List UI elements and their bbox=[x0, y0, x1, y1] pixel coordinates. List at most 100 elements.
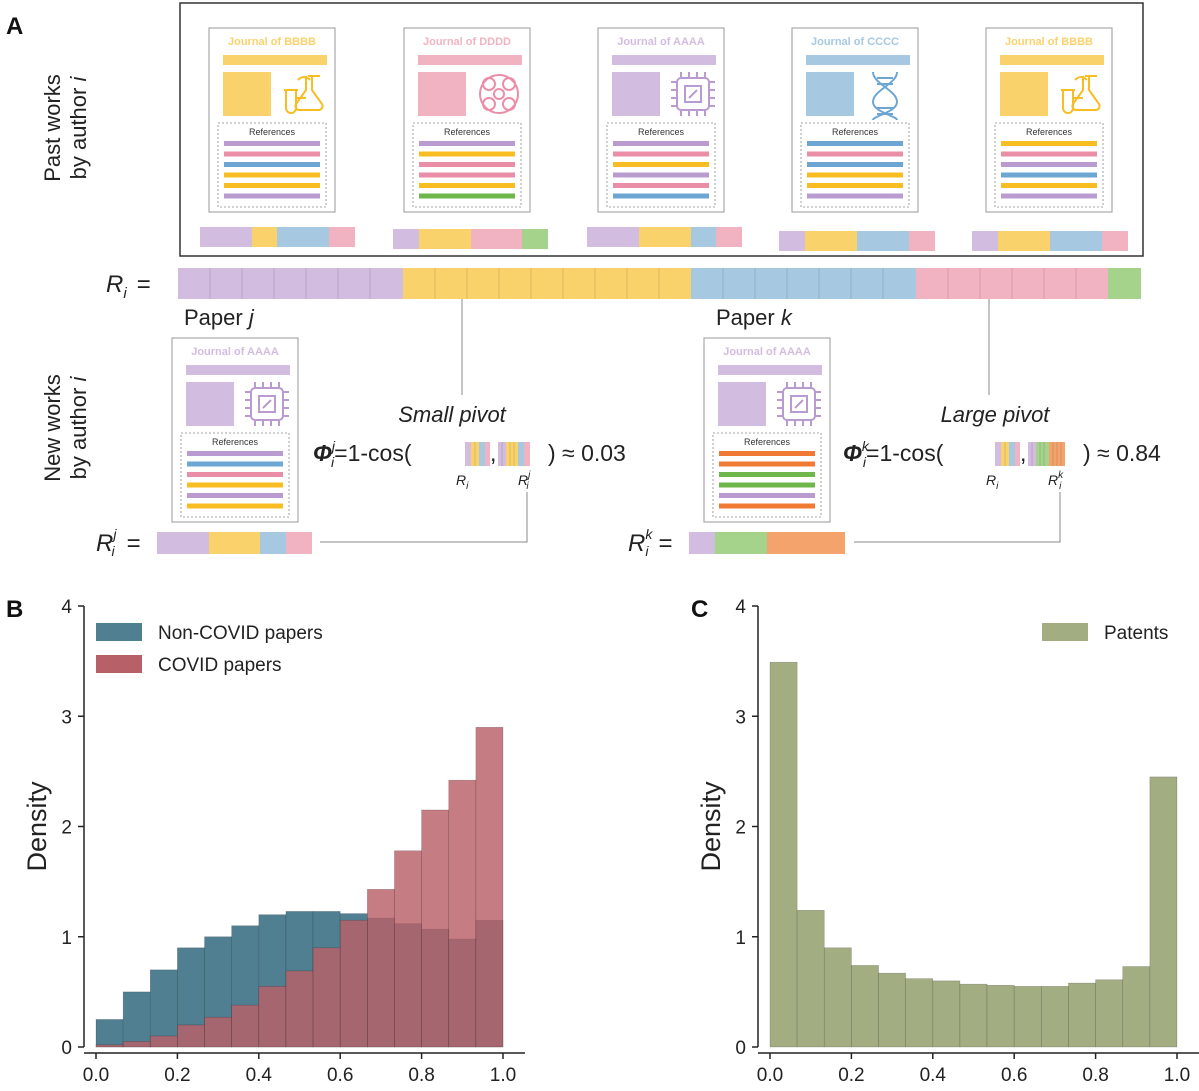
small-pivot-label: Small pivot bbox=[398, 402, 506, 427]
reference-line bbox=[1001, 193, 1097, 199]
journal-card: Journal of BBBB References bbox=[985, 27, 1113, 213]
title-bar bbox=[418, 55, 522, 65]
histogram-bar bbox=[122, 1041, 151, 1048]
panel-a-diagram: A Past works by author i Journal of BBBB… bbox=[6, 2, 1161, 559]
histogram-bar bbox=[339, 919, 368, 1048]
legend-label: COVID papers bbox=[158, 655, 282, 676]
svg-text:,: , bbox=[1020, 440, 1026, 466]
references-box bbox=[712, 432, 822, 518]
mini-vector bbox=[1028, 442, 1036, 466]
histogram-bar bbox=[878, 972, 906, 1048]
svg-text:New works: New works bbox=[40, 374, 65, 482]
rik-reference-bar bbox=[689, 532, 845, 554]
rik-segment bbox=[715, 532, 767, 554]
figure-block bbox=[418, 72, 466, 116]
reference-line bbox=[419, 141, 515, 146]
past-paper-reference-bar bbox=[716, 227, 742, 247]
legend-swatch bbox=[1042, 623, 1088, 641]
svg-text:by author i: by author i bbox=[66, 76, 91, 180]
ri-segment bbox=[1108, 268, 1141, 299]
mini-vector bbox=[1015, 442, 1020, 466]
histogram-bar bbox=[1122, 966, 1151, 1048]
mini-vector bbox=[1009, 442, 1015, 466]
reference-line bbox=[187, 503, 283, 509]
journal-card: Journal of AAAA References bbox=[703, 337, 831, 523]
journal-card: Journal of BBBB References bbox=[208, 27, 336, 213]
reference-line bbox=[807, 172, 903, 178]
x-tick-label: 0.4 bbox=[920, 1065, 947, 1086]
y-tick-label: 3 bbox=[735, 707, 746, 728]
chip-icon bbox=[245, 382, 289, 426]
reference-line bbox=[224, 172, 320, 178]
journal-title: Journal of BBBB bbox=[1005, 36, 1093, 48]
references-label: References bbox=[444, 127, 491, 137]
panel-label-a: A bbox=[6, 13, 23, 40]
past-paper-reference-bar bbox=[1102, 231, 1128, 251]
ri-segment bbox=[916, 268, 1108, 299]
reference-line bbox=[719, 451, 815, 456]
references-label: References bbox=[212, 437, 259, 447]
reference-line bbox=[187, 482, 283, 488]
title-bar bbox=[1000, 55, 1104, 65]
references-box bbox=[994, 122, 1104, 208]
rik-label: Rk i = bbox=[628, 526, 672, 559]
title-bar bbox=[612, 55, 716, 65]
histogram-bar bbox=[95, 1019, 124, 1048]
histogram-bar bbox=[367, 889, 395, 1048]
histogram-bar bbox=[231, 1004, 260, 1048]
reference-line bbox=[719, 482, 815, 488]
reference-line bbox=[613, 151, 709, 157]
figure-block bbox=[223, 72, 271, 116]
figure-block bbox=[718, 382, 766, 426]
figure-block bbox=[1000, 72, 1048, 116]
past-paper-reference-bar bbox=[522, 229, 548, 249]
ri-segment bbox=[691, 268, 916, 299]
reference-line bbox=[807, 151, 903, 157]
reference-line bbox=[807, 162, 903, 167]
formula-j: Φj i=1-cos( , ) ≈ 0.03 Ri Rj i bbox=[313, 438, 626, 492]
histogram-bar bbox=[986, 984, 1015, 1048]
svg-text:Ri: Ri bbox=[986, 472, 999, 492]
histogram-bar bbox=[421, 809, 450, 1048]
past-works-box bbox=[179, 2, 1144, 257]
past-paper-reference-bar bbox=[691, 227, 716, 247]
journal-card: Journal of AAAA References bbox=[597, 27, 725, 213]
journal-title: Journal of AAAA bbox=[191, 346, 279, 358]
svg-text:Past works: Past works bbox=[40, 74, 65, 182]
legend-label: Non-COVID papers bbox=[158, 623, 323, 644]
histogram-bar bbox=[149, 969, 178, 1048]
mini-vector bbox=[995, 442, 1001, 466]
x-tick-label: 0.4 bbox=[246, 1065, 273, 1086]
reference-line bbox=[1001, 183, 1097, 188]
chip-icon bbox=[777, 382, 821, 426]
mini-vector bbox=[485, 442, 490, 466]
reference-line bbox=[807, 193, 903, 199]
past-paper-reference-bar bbox=[587, 227, 639, 247]
svg-text:Rki: Rk i bbox=[1048, 470, 1064, 492]
histogram-bar bbox=[932, 980, 961, 1048]
histogram-bar bbox=[95, 1044, 124, 1048]
histogram-bar bbox=[823, 947, 852, 1048]
references-box bbox=[412, 122, 522, 208]
title-bar bbox=[223, 55, 327, 65]
svg-text:Rji: Rj i bbox=[518, 470, 531, 492]
histogram-bar bbox=[394, 850, 422, 1048]
x-tick-label: 0.6 bbox=[327, 1065, 353, 1086]
rij-segment bbox=[286, 532, 312, 554]
reference-line bbox=[187, 493, 283, 498]
reference-line bbox=[187, 451, 283, 456]
journal-title: Journal of AAAA bbox=[723, 346, 811, 358]
x-tick-label: 0.0 bbox=[757, 1065, 783, 1086]
reference-line bbox=[419, 183, 515, 188]
panel-label-b: B bbox=[6, 596, 23, 623]
ri-reference-bar bbox=[178, 268, 1141, 299]
rij-reference-bar bbox=[157, 532, 312, 554]
y-axis-label: Density bbox=[22, 781, 52, 872]
flask-icon bbox=[284, 75, 324, 114]
ri-segment bbox=[178, 268, 403, 299]
reference-line bbox=[807, 183, 903, 188]
x-tick-label: 1.0 bbox=[1164, 1065, 1190, 1086]
y-tick-label: 4 bbox=[735, 597, 746, 618]
journal-title: Journal of BBBB bbox=[228, 36, 316, 48]
